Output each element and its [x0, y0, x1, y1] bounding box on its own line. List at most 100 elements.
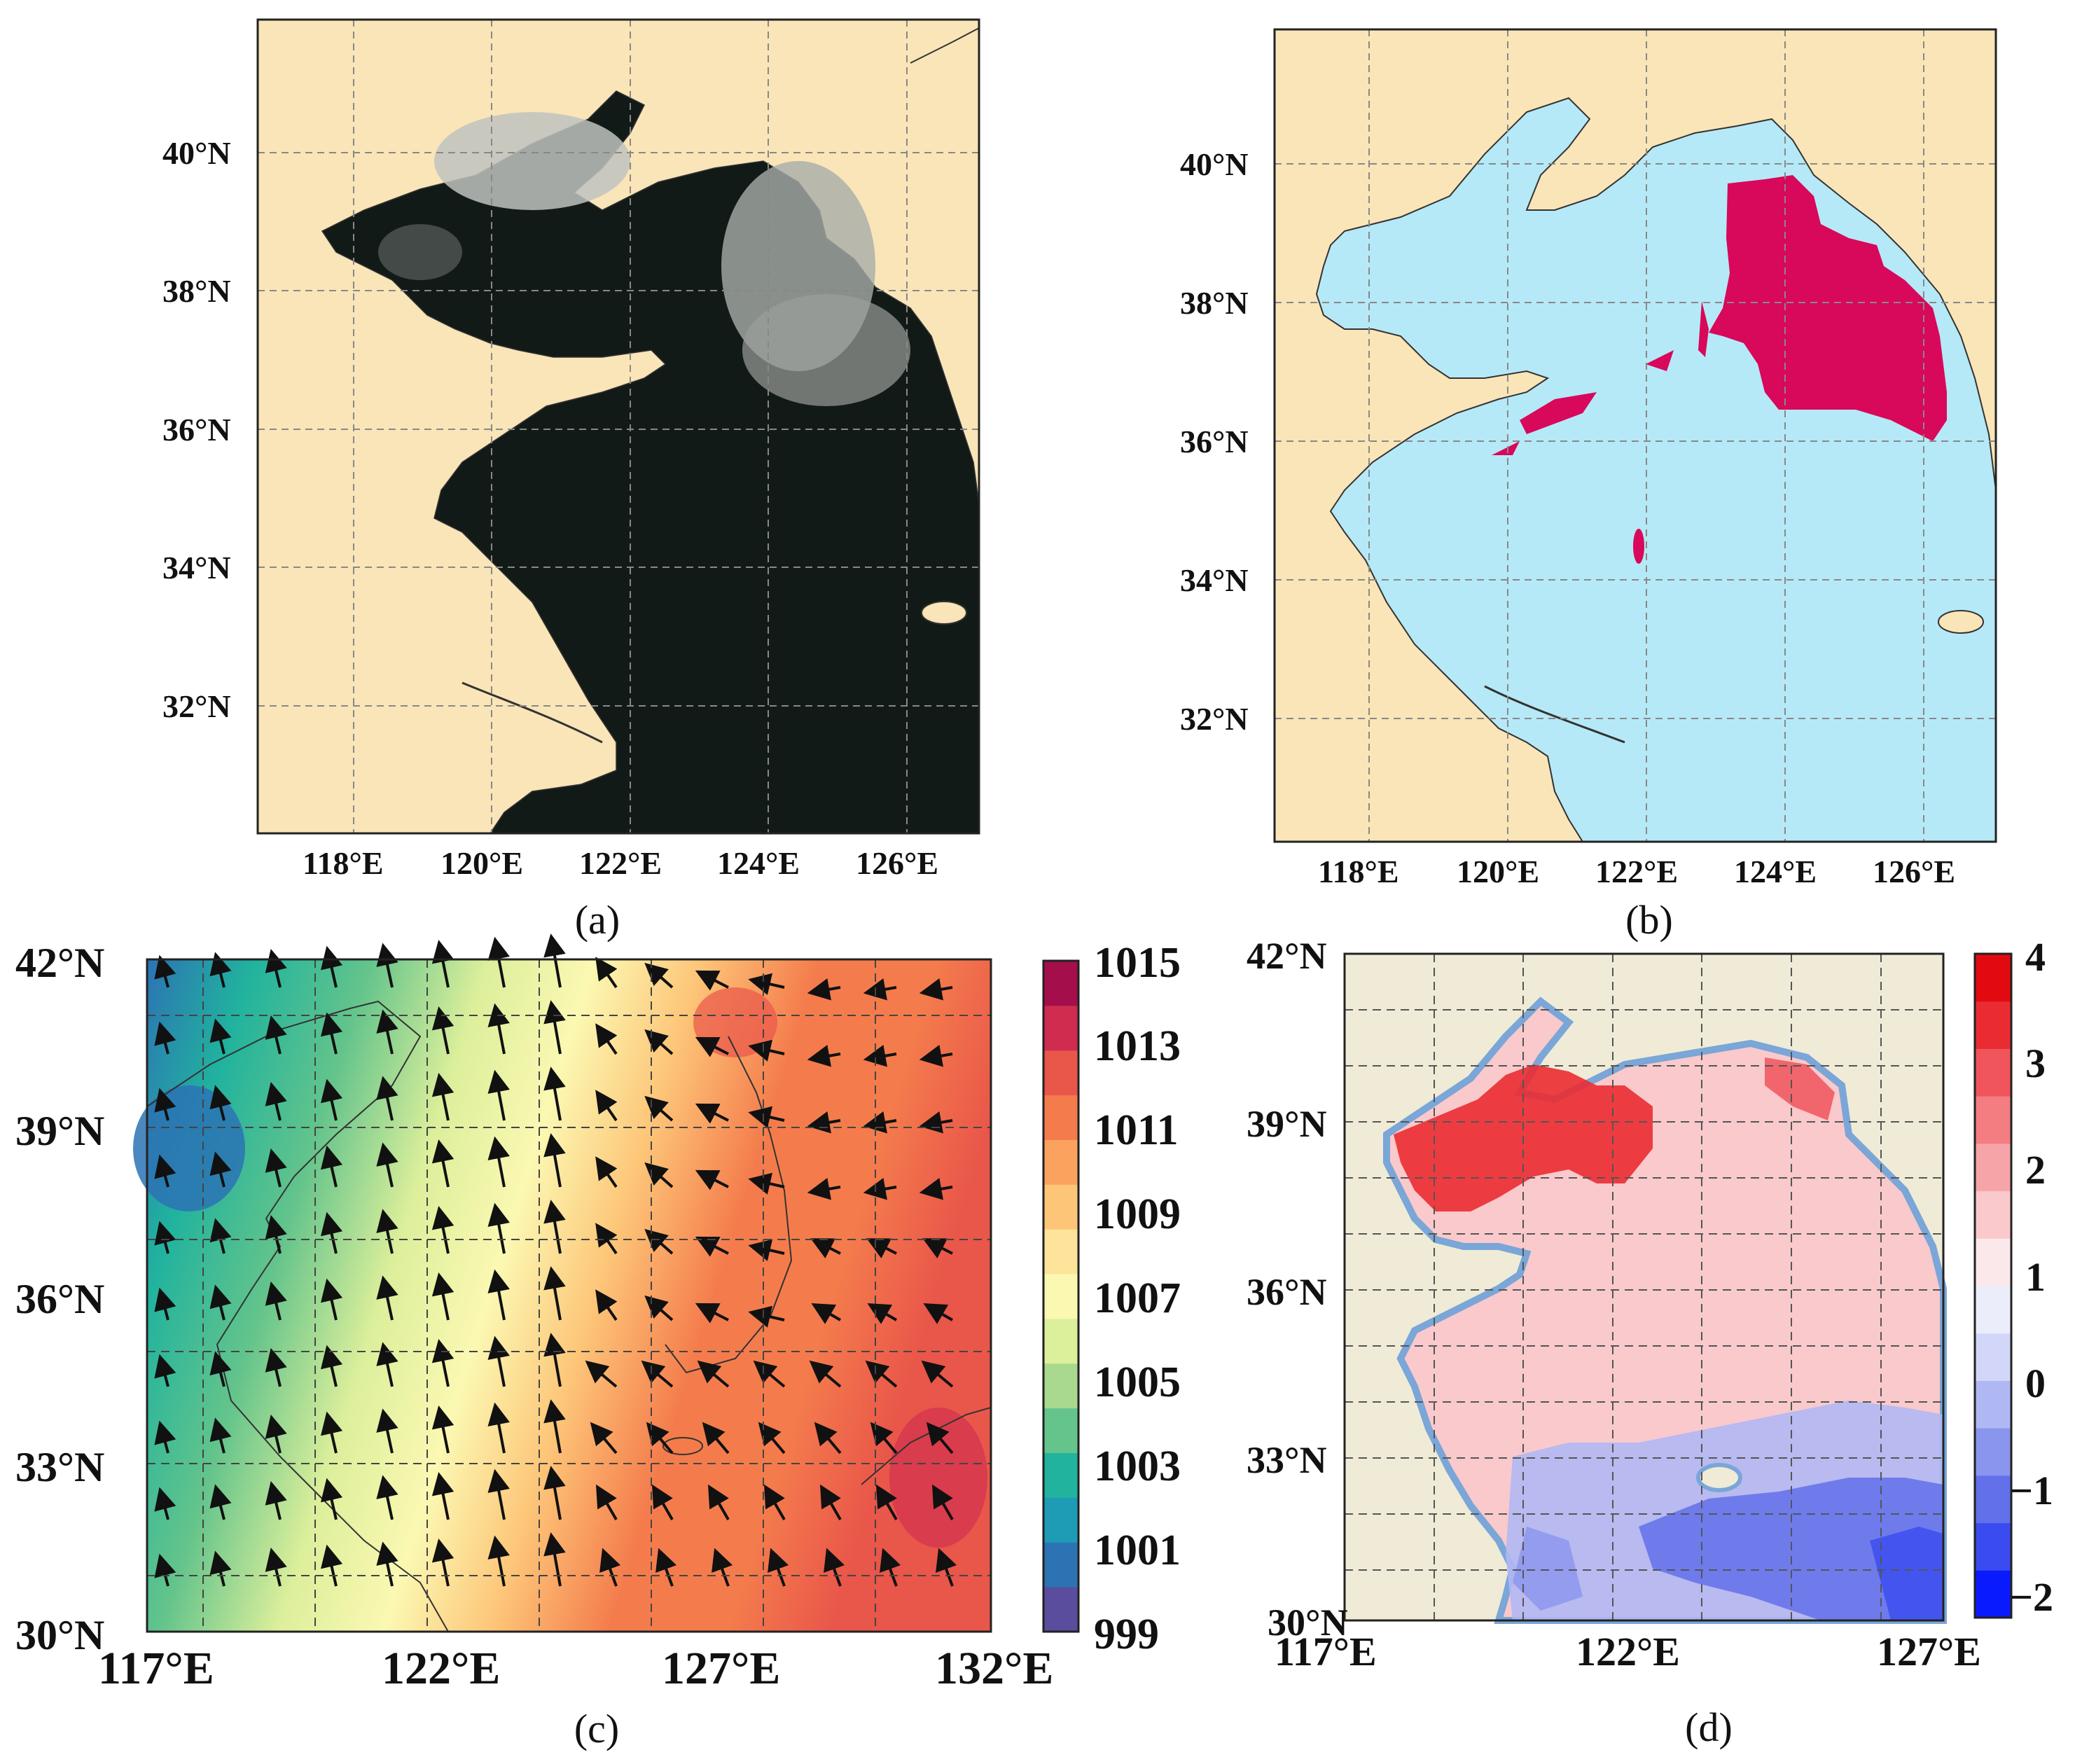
island [1938, 610, 1984, 634]
wind-arrow [807, 1111, 841, 1134]
panel-caption: (a) [574, 897, 620, 943]
wind-arrow [320, 1278, 343, 1321]
wind-arrow [865, 1360, 898, 1388]
panel-caption: (d) [1685, 1704, 1733, 1750]
lon-label: 122°E [1576, 1629, 1680, 1674]
wind-arrow [431, 1139, 454, 1188]
lat-label: 30°N [1268, 1602, 1348, 1644]
colorbar [1975, 954, 2011, 1618]
wind-arrow [809, 1360, 842, 1388]
wind-arrow [919, 978, 953, 1001]
fog-patch [1492, 441, 1520, 455]
wind-arrow [376, 1142, 398, 1188]
lat-label: 36°N [1180, 424, 1249, 459]
lon-label: 122°E [382, 1643, 501, 1694]
wind-arrow [543, 1466, 566, 1520]
colorbar-label: 3 [2025, 1041, 2046, 1086]
high-pressure-core [889, 1408, 987, 1548]
wind-arrow [585, 1360, 618, 1388]
wind-arrow [748, 1172, 785, 1195]
colorbar-label: 2 [2025, 1147, 2046, 1193]
gridlines [1275, 29, 1996, 842]
wind-arrow [431, 1205, 454, 1254]
wind-arrow [431, 939, 454, 988]
wind-arrow [880, 1548, 901, 1587]
wind-arrow [768, 1548, 789, 1587]
wind-arrow [748, 1305, 785, 1328]
wind-arrow [695, 1169, 729, 1190]
wind-arrow [154, 1420, 176, 1454]
wind-arrow [487, 936, 510, 988]
colorbar-label: 1 [2025, 1254, 2046, 1300]
wind-arrow [867, 1303, 898, 1324]
wind-arrow [265, 1348, 287, 1387]
fog-patch [1698, 301, 1709, 357]
wind-arrow [376, 1076, 398, 1121]
wind-arrow [376, 1342, 398, 1387]
fog-patch [1646, 350, 1674, 371]
colorbar-label: 4 [2025, 934, 2046, 980]
fog-patch [1633, 529, 1644, 564]
wind-arrow [209, 1550, 232, 1587]
colorbar-band [1975, 1190, 2011, 1239]
lon-label: 122°E [579, 845, 662, 881]
map-frame [1273, 28, 1997, 843]
wind-arrow [595, 1289, 618, 1321]
map-frame [1343, 952, 1945, 1622]
wind-arrow [265, 1148, 287, 1188]
colorbar-label: 999 [1094, 1611, 1159, 1658]
wind-arrow [209, 1351, 232, 1387]
wind-arrow [154, 1021, 176, 1055]
colorbar-band [1975, 1428, 2011, 1476]
colorbar-band [1975, 954, 2011, 1002]
wind-arrow [376, 943, 398, 988]
wind-arrow [487, 1468, 510, 1520]
wind-arrow [209, 1484, 232, 1520]
colorbar-frame [1973, 952, 2013, 1619]
wind-arrow [265, 1415, 287, 1454]
wind-arrow [265, 1282, 287, 1321]
lon-label: 120°E [440, 845, 524, 881]
lat-label: 42°N [15, 940, 105, 986]
wind-arrow [712, 1548, 733, 1587]
wind-arrow [875, 1484, 898, 1521]
cool-anomaly [1870, 1527, 1943, 1620]
wind-arrow [543, 1200, 566, 1254]
wind-arrow [320, 1478, 343, 1520]
lat-label: 38°N [1180, 285, 1249, 321]
wind-arrow [595, 1156, 618, 1188]
wind-arrow [748, 1239, 785, 1261]
wind-arrow [641, 1360, 674, 1388]
colorbar-band [1043, 1229, 1078, 1275]
wind-arrow [863, 1178, 897, 1200]
wind-arrow [487, 1402, 510, 1454]
colorbar-band [1043, 1184, 1078, 1230]
lon-label: 124°E [717, 845, 800, 881]
lon-label: 126°E [1873, 854, 1956, 889]
colorbar-band [1975, 1522, 2011, 1571]
wind-arrow [543, 933, 566, 988]
wind-arrow [487, 1535, 510, 1587]
lat-label: 36°N [1247, 1271, 1327, 1313]
colorbar-band [1043, 1587, 1078, 1632]
wind-arrow [810, 1238, 841, 1258]
lat-label: 32°N [1180, 701, 1249, 737]
colorbar-band [1043, 1139, 1078, 1185]
wind-arrow [695, 1236, 729, 1257]
lat-label: 32°N [162, 688, 231, 724]
colorbar-label: 1015 [1094, 939, 1181, 987]
lat-label: 42°N [1247, 935, 1327, 977]
wind-arrow [376, 1009, 398, 1055]
wind-arrow [320, 1078, 343, 1121]
colorbar-band [1043, 1095, 1078, 1140]
wind-arrow [320, 1411, 343, 1454]
wind-arrow [763, 1484, 786, 1521]
wind-arrow [376, 1541, 398, 1587]
wind-arrow [936, 1548, 957, 1587]
lat-label: 40°N [1180, 146, 1249, 182]
wind-arrow [431, 1405, 454, 1454]
wind-arrow [863, 978, 897, 1001]
wind-arrow [807, 1045, 841, 1067]
wind-arrow [209, 1284, 232, 1321]
wind-arrow [651, 1484, 674, 1521]
